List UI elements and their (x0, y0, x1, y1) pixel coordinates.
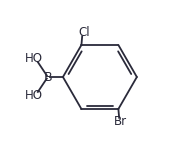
Text: HO: HO (25, 52, 43, 65)
Text: B: B (44, 71, 53, 83)
Text: Cl: Cl (78, 26, 90, 39)
Text: Br: Br (114, 115, 127, 128)
Text: HO: HO (25, 89, 43, 102)
